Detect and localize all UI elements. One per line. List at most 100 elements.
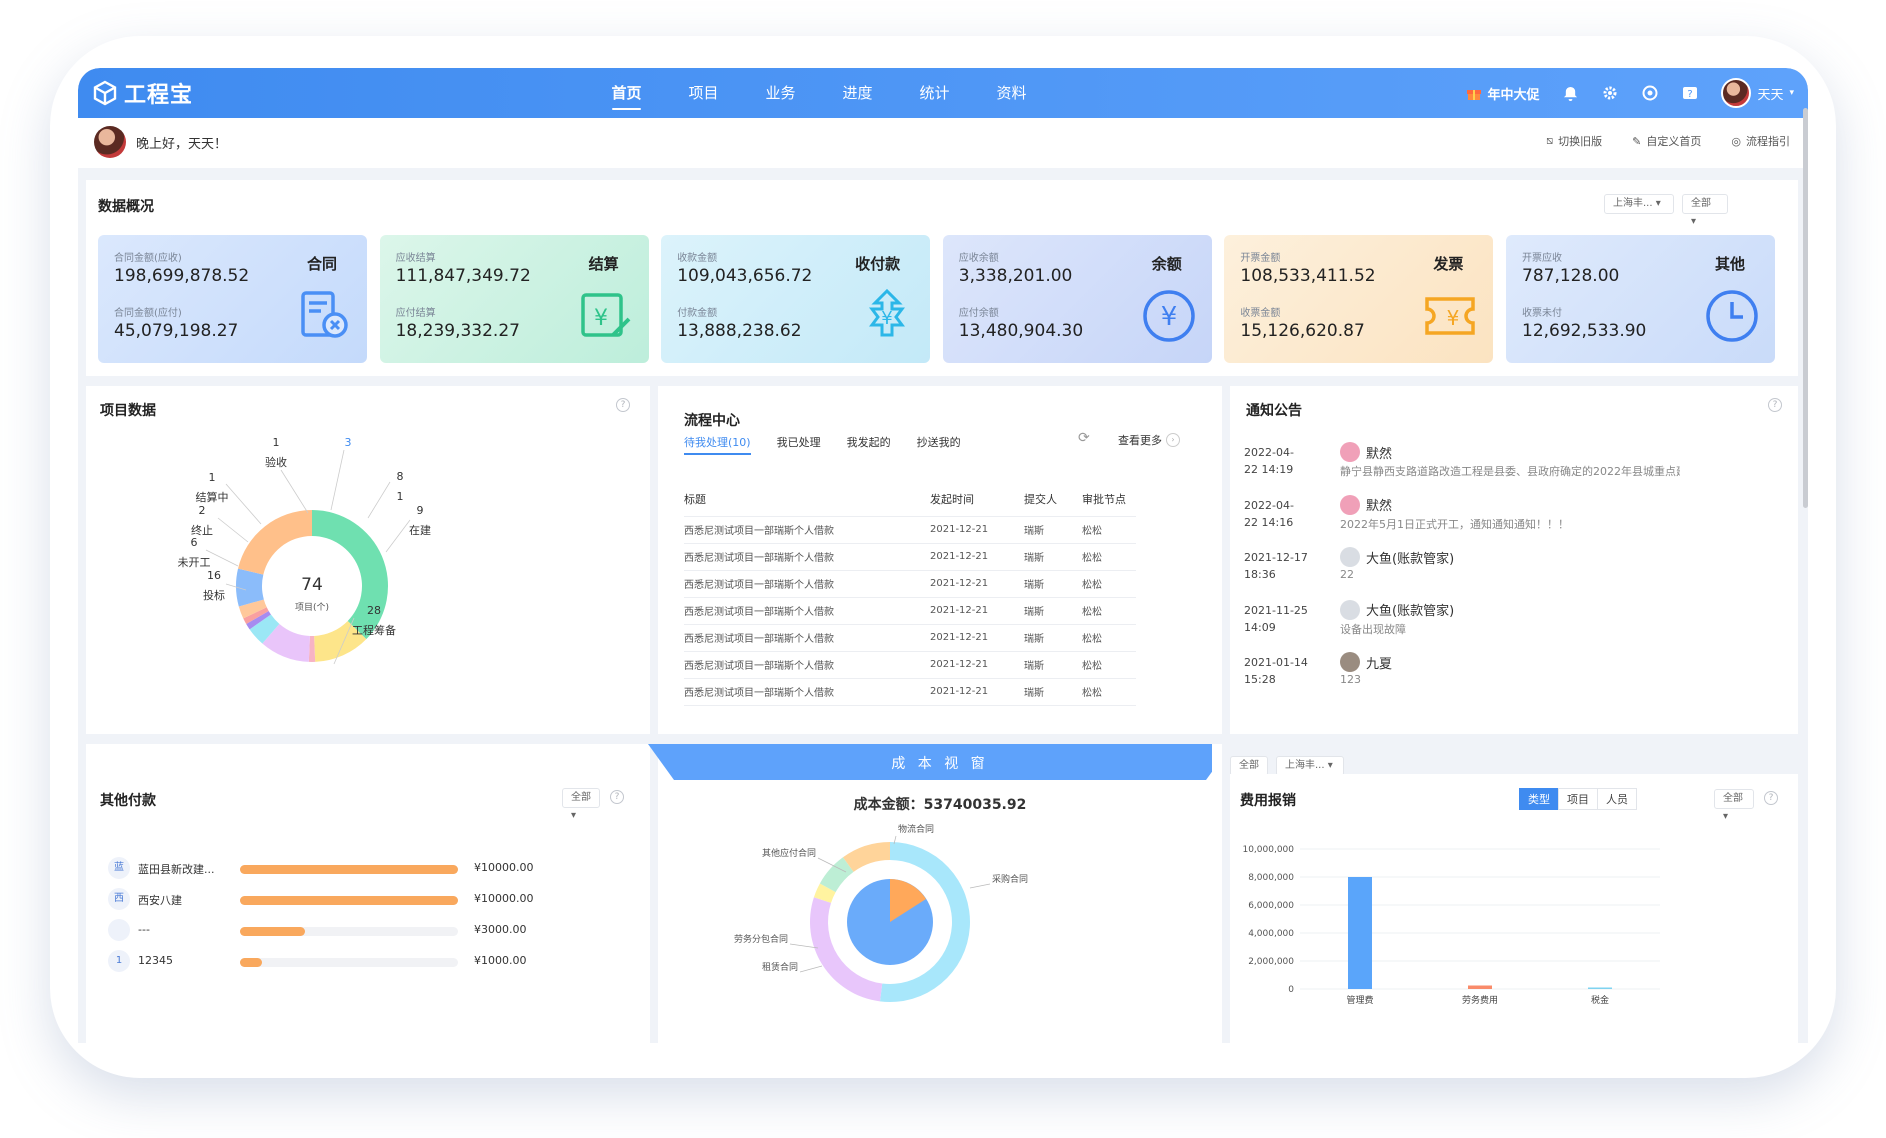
gear-icon[interactable] xyxy=(1601,84,1619,102)
greeting-links: ⧅ 切换旧版 ✎ 自定义首页 ◎ 流程指引 xyxy=(1546,133,1790,149)
bar xyxy=(1468,985,1492,989)
list-item[interactable]: 西西安八建 ¥10000.00 xyxy=(108,887,534,913)
notice-user-name: 大鱼(账款管家) xyxy=(1366,551,1455,567)
notice-content: 2022年5月1日正式开工，通知通知通知！！！ xyxy=(1340,517,1569,531)
table-cell: 松松 xyxy=(1082,651,1136,679)
notice-item[interactable]: 2021-11-25 14:09 大鱼(账款管家) 设备出现故障 xyxy=(1244,599,1684,654)
scope-select[interactable]: 全部 ▾ xyxy=(1682,194,1728,227)
other-payment-panel: 其他付款 全部 ▾ ? 蓝蓝田县新改建... ¥10000.00 西西安八建 ¥100… xyxy=(86,744,650,1043)
help-icon[interactable]: ? xyxy=(1764,791,1778,805)
top-right-tools: 年中大促 ? 天天 ▾ xyxy=(1466,76,1794,110)
cost-scope-select[interactable]: 全部 ▾ xyxy=(1230,756,1268,789)
table-cell: 瑞斯 xyxy=(1024,597,1082,625)
table-row[interactable]: 西悉尼测试项目一部瑞斯个人借款 2021-12-21 瑞斯 松松 xyxy=(684,678,1136,706)
y-tick-label: 4,000,000 xyxy=(1248,929,1294,939)
nav-home[interactable]: 首页 xyxy=(588,68,665,118)
clock-icon xyxy=(1703,287,1761,345)
table-row[interactable]: 西悉尼测试项目一部瑞斯个人借款 2021-12-21 瑞斯 松松 xyxy=(684,624,1136,652)
table-row[interactable]: 西悉尼测试项目一部瑞斯个人借款 2021-12-21 瑞斯 松松 xyxy=(684,543,1136,571)
tab-people[interactable]: 人员 xyxy=(1597,788,1637,810)
tab-project[interactable]: 项目 xyxy=(1558,788,1598,810)
scrollbar[interactable] xyxy=(1803,108,1808,508)
link-label: 流程指引 xyxy=(1746,135,1790,148)
user-name: 天天 xyxy=(1757,87,1784,103)
card-label: 应收余额 xyxy=(958,253,999,264)
donut-segment xyxy=(238,510,312,575)
notice-item[interactable]: 2022-04- 22 14:16 默然 2022年5月1日正式开工，通知通知通知！… xyxy=(1244,494,1684,549)
nav-project[interactable]: 项目 xyxy=(688,84,719,102)
user-menu[interactable]: 天天 ▾ xyxy=(1721,78,1794,108)
balance-icon: ¥ xyxy=(1140,287,1198,345)
card-value: 13,480,904.30 xyxy=(958,321,1084,341)
chevron-right-icon: › xyxy=(1166,433,1180,447)
list-item[interactable]: 1 12345 ¥1000.00 xyxy=(108,949,528,975)
list-item[interactable]: --- ¥3000.00 xyxy=(108,918,528,944)
notice-user: 默然 xyxy=(1340,494,1392,515)
tab-type[interactable]: 类型 xyxy=(1519,788,1559,810)
bell-icon[interactable] xyxy=(1561,84,1579,102)
table-cell: 2021-12-21 xyxy=(930,678,1024,706)
switch-old-version-link[interactable]: ⧅ 切换旧版 xyxy=(1546,133,1602,149)
nav-business[interactable]: 业务 xyxy=(765,84,796,102)
process-guide-link[interactable]: ◎ 流程指引 xyxy=(1731,133,1790,149)
company-select[interactable]: 上海丰... ▾ xyxy=(1604,194,1674,214)
ring-segment xyxy=(842,842,890,872)
donut-label: 3 xyxy=(345,436,352,449)
card-label: 开票金额 xyxy=(1240,253,1281,264)
leader-line xyxy=(330,449,345,511)
notice-item[interactable]: 2022-04- 22 14:19 默然 静宁县静西支路道路改造工程是县委、县政府确… xyxy=(1244,442,1684,496)
expense-panel: 费用报销 类型 项目 人员 全部 ▾ ? 10,000,000 8,000,000… xyxy=(1230,774,1798,1043)
cost-company-select[interactable]: 上海丰... ▾ xyxy=(1276,756,1344,776)
project-data-panel: 项目数据 ? 74 项目(个) 1 验收 3 8 1 9 在建 1 结算中 2 终止 6 未开工 16 投标 28… xyxy=(86,386,650,734)
tab-processed[interactable]: 我已处理 xyxy=(776,436,821,449)
nav-progress[interactable]: 进度 xyxy=(842,84,873,102)
scope-select[interactable]: 全部 ▾ xyxy=(562,788,600,821)
app-logo[interactable]: 工程宝 xyxy=(92,76,193,110)
notice-item[interactable]: 2021-12-17 18:36 大鱼(账款管家) 22 xyxy=(1244,547,1684,601)
service-icon[interactable] xyxy=(1641,84,1659,102)
ring-segment xyxy=(813,883,836,903)
table-row[interactable]: 西悉尼测试项目一部瑞斯个人借款 2021-12-21 瑞斯 松松 xyxy=(684,516,1136,544)
summary-card-2[interactable]: 收款金额 109,043,656.72 付款金额 13,888,238.62 收付款 ¥ xyxy=(661,235,931,363)
tab-pending[interactable]: 待我处理(10) xyxy=(684,434,751,455)
summary-card-0[interactable]: 合同金额(应收) 198,699,878.52 合同金额(应付) 45,079,198… xyxy=(98,235,367,363)
table-row[interactable]: 西悉尼测试项目一部瑞斯个人借款 2021-12-21 瑞斯 松松 xyxy=(684,651,1136,679)
leader-line xyxy=(367,481,391,519)
customize-home-link[interactable]: ✎ 自定义首页 xyxy=(1632,133,1701,149)
summary-card-3[interactable]: 应收余额 3,338,201.00 应付余额 13,480,904.30 余额 ¥ xyxy=(942,235,1212,363)
card-label: 合同金额(应付) xyxy=(114,308,182,319)
refresh-icon[interactable]: ⟳ xyxy=(1078,430,1090,446)
svg-text:¥: ¥ xyxy=(881,308,892,329)
cost-window-title: 成 本 视 窗 xyxy=(891,756,989,772)
tab-initiated[interactable]: 我发起的 xyxy=(846,436,891,449)
ring-segment xyxy=(810,897,883,1002)
summary-card-4[interactable]: 开票金额 108,533,411.52 收票金额 15,126,620.87 发票 ¥ xyxy=(1224,235,1494,363)
table-row[interactable]: 西悉尼测试项目一部瑞斯个人借款 2021-12-21 瑞斯 松松 xyxy=(684,570,1136,598)
data-overview-panel: 数据概况 上海丰... ▾ 全部 ▾ 合同金额(应收) 198,699,878.5… xyxy=(86,180,1798,376)
flow-center-panel: 流程中心 待我处理(10) 我已处理 我发起的 抄送我的 ⟳ 查看更多 › 标题 … xyxy=(658,386,1222,734)
help-icon[interactable]: ? xyxy=(616,398,630,412)
col-title: 标题 xyxy=(684,482,930,517)
help-icon[interactable]: ? xyxy=(1681,84,1699,102)
list-item[interactable]: 蓝蓝田县新改建... ¥10000.00 xyxy=(108,856,534,882)
view-more-link[interactable]: 查看更多 › xyxy=(1118,432,1180,448)
promo-link[interactable]: 年中大促 xyxy=(1466,84,1539,103)
notice-date: 2022-04- 22 14:16 xyxy=(1244,498,1294,529)
table-row[interactable]: 西悉尼测试项目一部瑞斯个人借款 2021-12-21 瑞斯 松松 xyxy=(684,597,1136,625)
nav-documents[interactable]: 资料 xyxy=(996,84,1027,102)
card-title: 合同 xyxy=(306,255,337,273)
nav-statistics[interactable]: 统计 xyxy=(919,84,950,102)
tab-cc[interactable]: 抄送我的 xyxy=(916,436,961,449)
help-icon[interactable]: ? xyxy=(1768,398,1782,412)
promo-label: 年中大促 xyxy=(1487,87,1540,103)
bar xyxy=(1348,877,1372,989)
pencil-icon: ✎ xyxy=(1632,134,1642,148)
summary-card-1[interactable]: 应收结算 111,847,349.72 应付结算 18,239,332.27 结算 ¥ xyxy=(379,235,649,363)
notice-item[interactable]: 2021-01-14 15:28 九夏 123 xyxy=(1244,652,1684,706)
summary-card-5[interactable]: 开票应收 787,128.00 收票未付 12,692,533.90 其他 xyxy=(1506,235,1775,363)
help-icon[interactable]: ? xyxy=(610,790,624,804)
leader-line xyxy=(333,617,355,665)
scope-select[interactable]: 全部 ▾ xyxy=(1714,789,1754,822)
cube-logo-icon xyxy=(93,80,117,106)
